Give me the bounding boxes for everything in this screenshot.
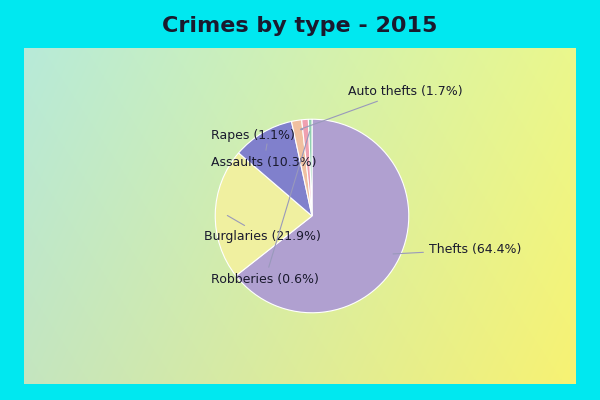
Wedge shape (215, 153, 312, 276)
Wedge shape (236, 119, 409, 313)
Wedge shape (292, 120, 312, 216)
Text: Robberies (0.6%): Robberies (0.6%) (211, 132, 319, 286)
Text: Thefts (64.4%): Thefts (64.4%) (393, 243, 521, 256)
Text: Rapes (1.1%): Rapes (1.1%) (211, 129, 303, 142)
Text: Crimes by type - 2015: Crimes by type - 2015 (163, 16, 437, 36)
Wedge shape (239, 122, 312, 216)
Text: Auto thefts (1.7%): Auto thefts (1.7%) (301, 84, 463, 129)
Wedge shape (308, 119, 312, 216)
Wedge shape (302, 119, 312, 216)
Text: Assaults (10.3%): Assaults (10.3%) (211, 144, 317, 169)
Text: Burglaries (21.9%): Burglaries (21.9%) (205, 216, 322, 243)
